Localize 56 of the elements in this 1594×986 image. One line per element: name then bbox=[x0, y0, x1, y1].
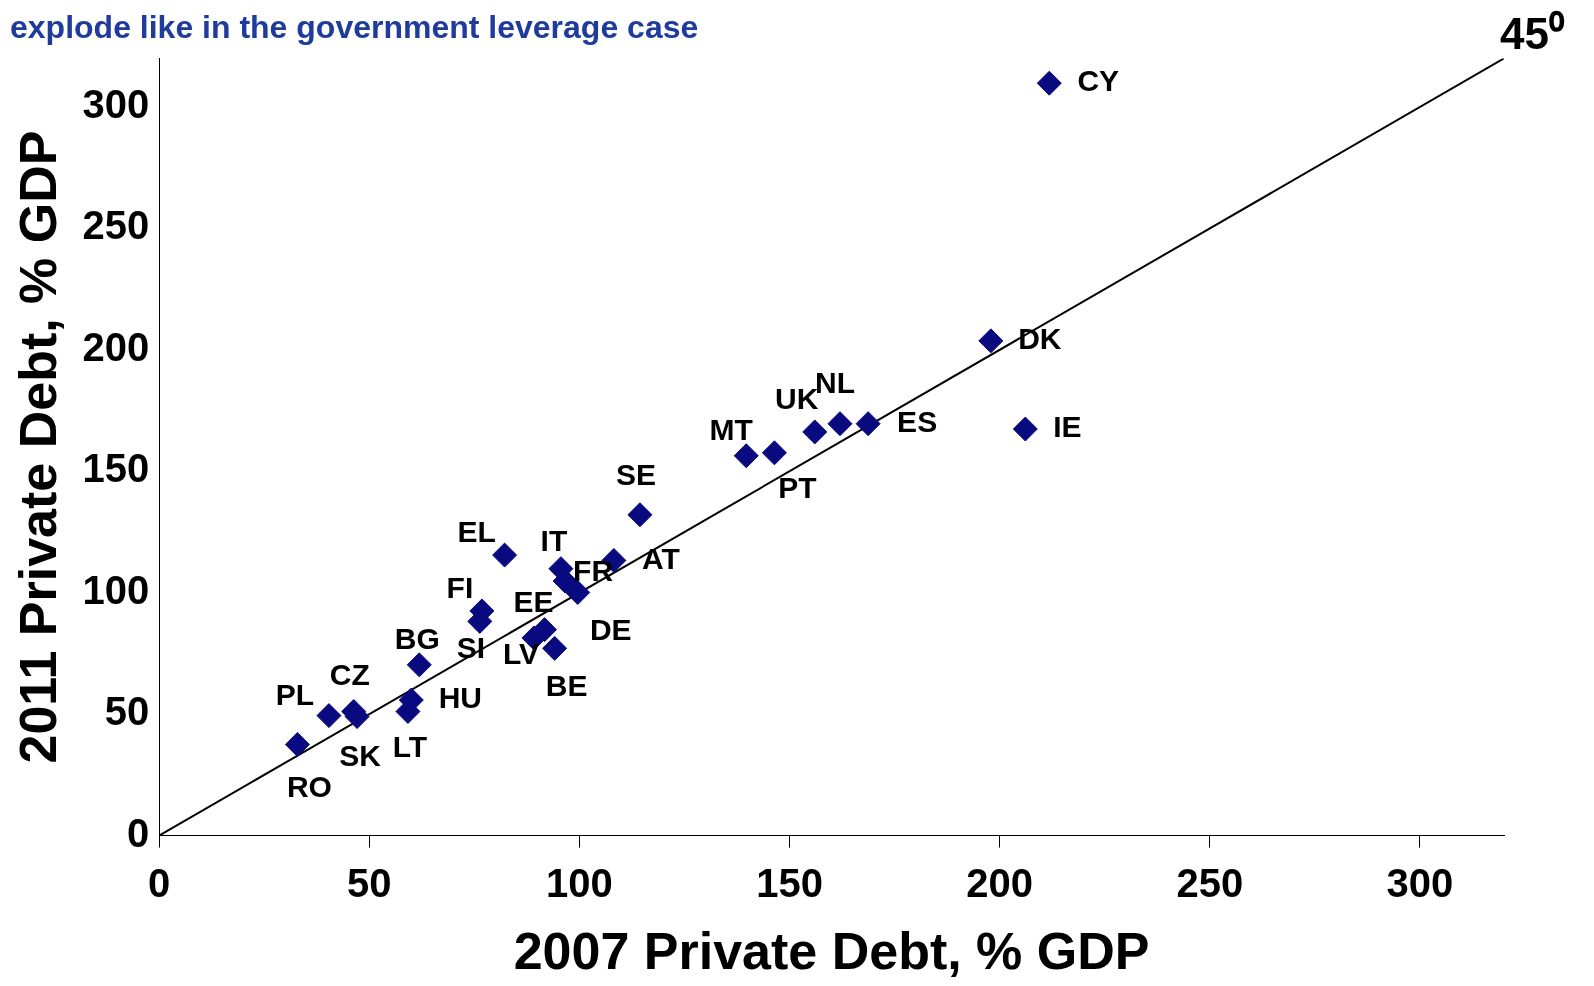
series-label: EL bbox=[457, 515, 496, 549]
point bbox=[284, 732, 310, 758]
point bbox=[565, 579, 591, 605]
series-label: BG bbox=[394, 622, 440, 656]
point bbox=[627, 502, 653, 528]
point bbox=[406, 652, 432, 678]
series-label: FI bbox=[446, 571, 474, 605]
series-label: PL bbox=[275, 677, 315, 711]
point bbox=[542, 635, 568, 661]
series-label: BE bbox=[545, 668, 588, 702]
series-label: IE bbox=[1053, 410, 1082, 444]
series-label: SE bbox=[615, 458, 656, 492]
chart-title: explode like in the government leverage case bbox=[10, 9, 699, 46]
series-label: SI bbox=[456, 630, 485, 664]
point bbox=[827, 411, 853, 437]
series-label: MT bbox=[709, 413, 753, 447]
point bbox=[733, 443, 759, 469]
annotation: 45⁰ bbox=[1500, 8, 1565, 58]
point bbox=[802, 419, 828, 445]
x-axis-title: 2007 Private Debt, % GDP bbox=[513, 922, 1150, 981]
series-label: PT bbox=[778, 471, 817, 505]
series-label: CZ bbox=[329, 657, 370, 691]
series-label: DK bbox=[1018, 322, 1062, 356]
y-tick-label: 250 bbox=[82, 203, 150, 248]
y-axis-title: 2011 Private Debt, % GDP bbox=[8, 130, 67, 764]
point bbox=[532, 617, 558, 643]
y-tick-label: 50 bbox=[104, 689, 150, 734]
x-tick-label: 100 bbox=[546, 860, 613, 905]
series-label: SK bbox=[339, 738, 382, 772]
x-tick-label: 300 bbox=[1386, 860, 1454, 905]
series-label: LV bbox=[502, 637, 540, 671]
point bbox=[492, 542, 518, 568]
series-label: RO bbox=[286, 769, 332, 803]
point bbox=[1012, 416, 1038, 442]
x-tick-label: 150 bbox=[756, 860, 823, 905]
y-tick-label: 150 bbox=[82, 446, 150, 491]
point bbox=[1036, 70, 1062, 96]
point bbox=[761, 440, 787, 466]
series-label: LT bbox=[392, 729, 428, 763]
y-tick-label: 200 bbox=[82, 324, 150, 369]
x-tick-label: 50 bbox=[347, 860, 392, 905]
series-label: CY bbox=[1077, 64, 1120, 98]
x-tick-label: 250 bbox=[1176, 860, 1244, 905]
x-tick-label: 200 bbox=[966, 860, 1034, 905]
series-label: DE bbox=[589, 612, 632, 646]
series-label: IT bbox=[540, 523, 568, 557]
point bbox=[978, 328, 1004, 354]
series-label: AT bbox=[641, 541, 680, 575]
point bbox=[316, 703, 342, 729]
series-label: EE bbox=[513, 584, 554, 618]
point bbox=[855, 411, 881, 437]
y-tick-label: 300 bbox=[82, 82, 150, 127]
series-label: HU bbox=[438, 681, 482, 715]
y-tick-label: 100 bbox=[82, 567, 150, 612]
series-label: ES bbox=[897, 404, 938, 438]
y-tick-label: 0 bbox=[126, 810, 150, 855]
